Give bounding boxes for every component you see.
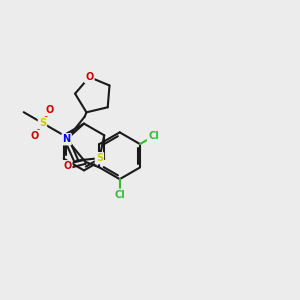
Text: S: S [39, 118, 46, 128]
Text: O: O [46, 105, 54, 115]
Text: O: O [85, 72, 93, 82]
Text: Cl: Cl [148, 131, 159, 141]
Text: N: N [62, 134, 71, 144]
Text: O: O [31, 131, 39, 141]
Text: Cl: Cl [114, 190, 125, 200]
Text: O: O [63, 161, 71, 171]
Text: S: S [96, 153, 103, 163]
